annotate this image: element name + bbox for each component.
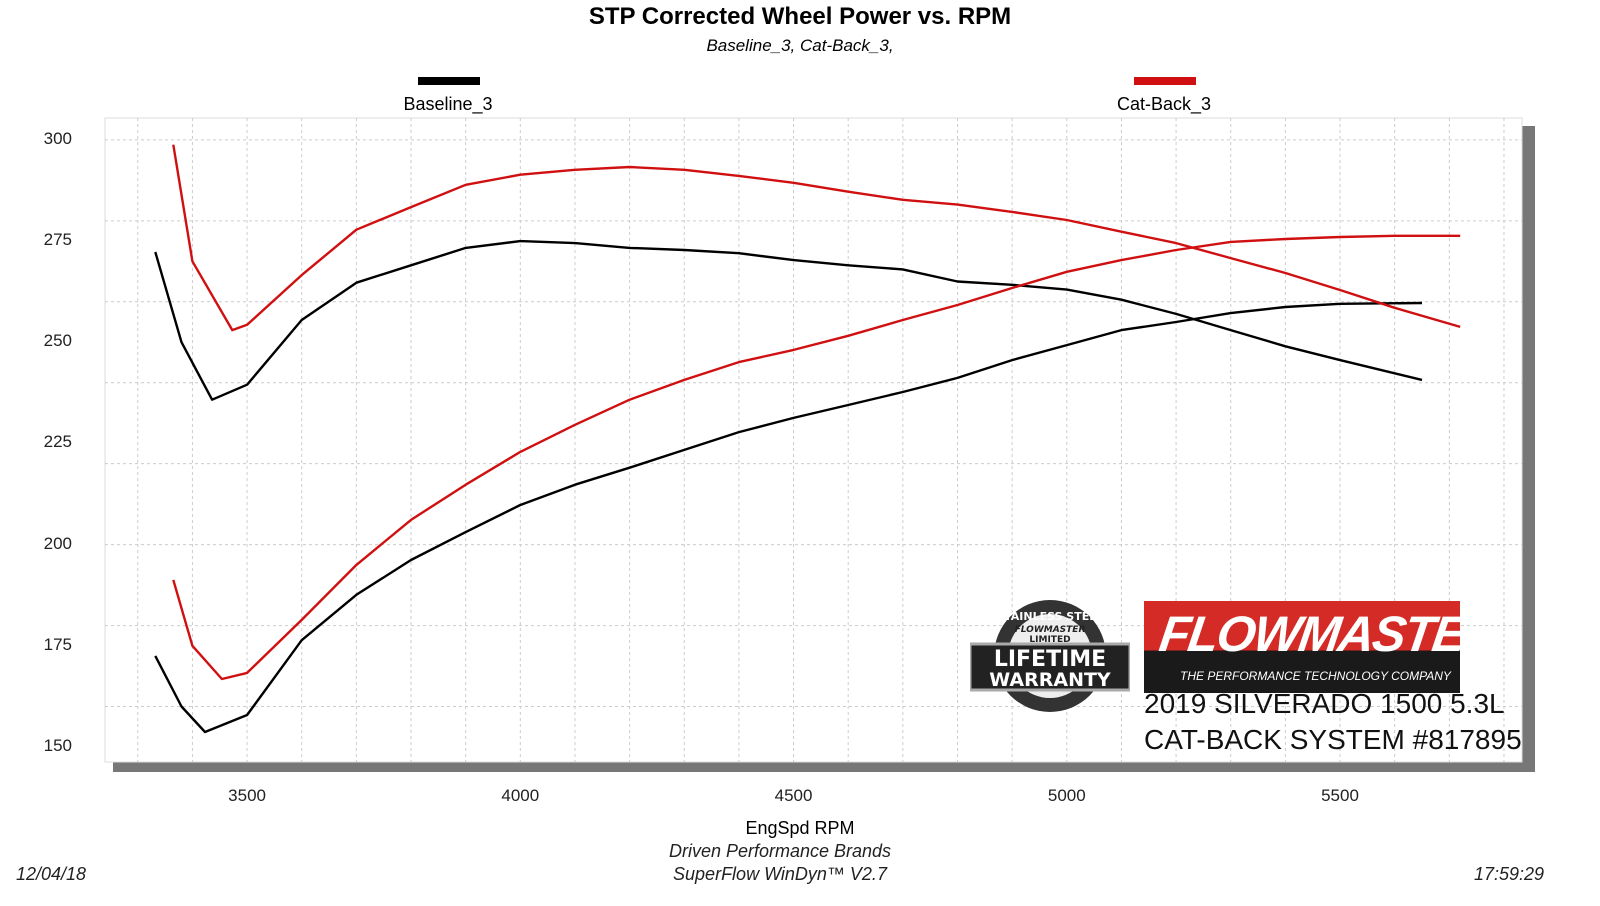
y-tick-label: 175 [43,634,72,654]
series-line-cat-back_3-3 [172,234,1461,681]
chart-title: STP Corrected Wheel Power vs. RPM [588,3,1012,30]
series-line-cat-back_3-2 [172,144,1461,332]
footer-date: 12/04/18 [16,864,87,884]
x-tick-label: 4000 [501,786,540,805]
x-tick-label: 4500 [774,786,813,805]
footer-time: 17:59:29 [1474,864,1545,884]
series-line-baseline_3-1 [154,301,1423,734]
y-tick-label: 150 [43,736,72,756]
y-tick-label: 275 [43,230,72,250]
flowmaster-logo: FLOWMASTER THE PERFORMANCE TECHNOLOGY CO… [1144,601,1460,693]
x-tick-label: 5000 [1047,786,1086,805]
y-tick-label: 200 [43,533,72,553]
y-tick-label: 250 [43,331,72,351]
svg-text:STAINLESS STEEL: STAINLESS STEEL [996,610,1104,623]
series-line-baseline_3-0 [154,239,1423,401]
svg-text:LIMITED: LIMITED [1029,635,1070,645]
svg-text:LIFETIME: LIFETIME [994,647,1106,672]
system-annotation: CAT-BACK SYSTEM #817895 [1144,724,1522,755]
svg-text:FLOWMASTER: FLOWMASTER [1015,625,1086,635]
y-tick-label: 300 [43,128,72,148]
lifetime-warranty-logo: STAINLESS STEEL FLOWMASTER LIMITED LIFET… [970,600,1130,712]
vehicle-annotation: 2019 SILVERADO 1500 5.3L [1144,688,1505,719]
legend-label-baseline: Baseline_3 [403,94,493,114]
svg-text:WARRANTY: WARRANTY [989,669,1111,691]
chart-subtitle: Baseline_3, Cat-Back_3, [706,36,894,55]
x-tick-label: 3500 [228,786,266,805]
x-axis-label: EngSpd RPM [745,818,855,838]
footer-software: SuperFlow WinDyn™ V2.7 [673,864,887,884]
footer-company: Driven Performance Brands [668,841,892,861]
y-tick-label: 225 [43,432,72,452]
legend-label-catback: Cat-Back_3 [1116,94,1212,114]
legend-swatch-catback [1134,77,1196,85]
x-tick-label: 5500 [1321,786,1359,805]
legend-swatch-baseline [418,77,480,85]
